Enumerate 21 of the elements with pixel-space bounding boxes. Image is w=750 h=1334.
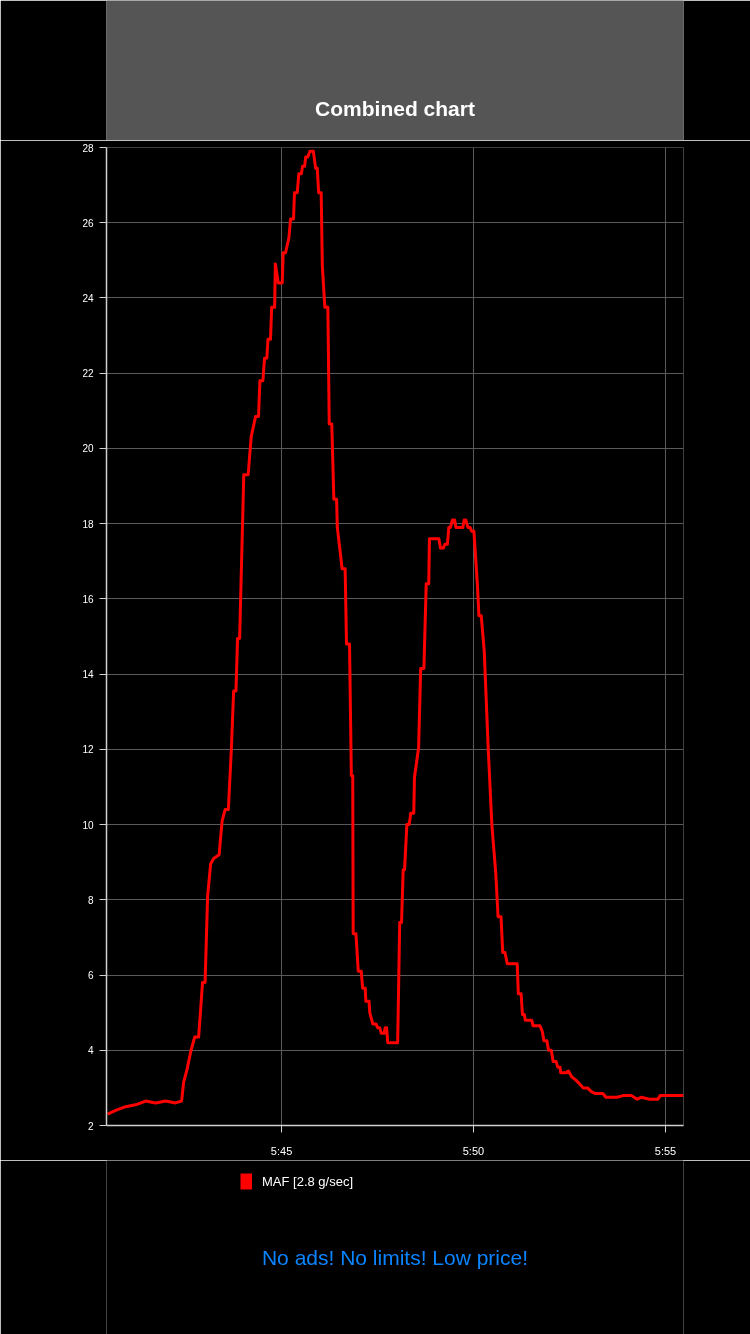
y-tick-label: 28: [82, 142, 94, 154]
y-tick-label: 6: [87, 970, 94, 982]
x-tick-label: 5:55: [654, 1144, 677, 1157]
legend-label: MAF [2.8 g/sec]: [262, 1173, 354, 1189]
y-tick-label: 24: [82, 292, 94, 304]
x-tick-label: 5:45: [270, 1144, 293, 1157]
y-tick-label: 4: [87, 1045, 94, 1057]
y-tick-label: 8: [87, 894, 94, 906]
y-tick-label: 10: [82, 819, 94, 831]
y-tick-label: 2: [87, 1120, 94, 1132]
y-tick-label: 22: [82, 368, 94, 380]
y-tick-label: 14: [82, 669, 94, 681]
line-series: [106, 149, 684, 1116]
y-tick-label: 12: [82, 744, 94, 756]
text: No ads! No limits! Low price!: [261, 1246, 529, 1269]
y-tick-label: 18: [82, 518, 94, 530]
y-tick-label: 26: [82, 217, 94, 229]
y-tick-label: 20: [82, 443, 94, 455]
x-tick-label: 5:50: [462, 1144, 485, 1157]
chart-title: Combined chart: [315, 97, 475, 120]
y-tick-label: 16: [82, 593, 94, 605]
